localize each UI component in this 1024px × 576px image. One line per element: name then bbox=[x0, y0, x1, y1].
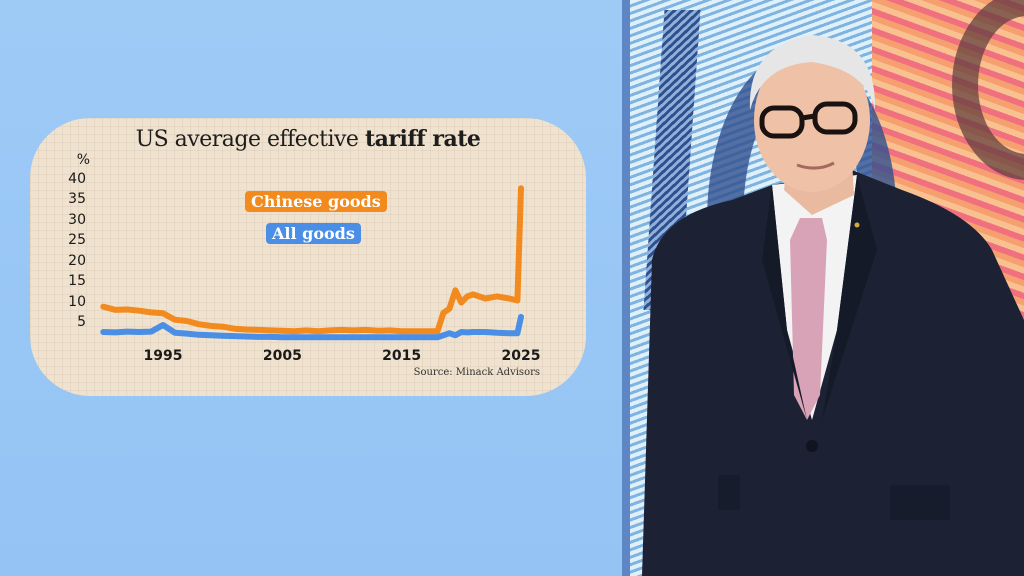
legend-all-goods: All goods bbox=[266, 223, 361, 244]
y-tick-label: 15 bbox=[68, 273, 86, 290]
plot-area bbox=[100, 185, 524, 341]
x-tick-label: 1995 bbox=[143, 348, 183, 364]
x-tick-label: 2025 bbox=[501, 348, 541, 364]
presenter-pocket-left bbox=[718, 475, 740, 510]
y-axis-unit: % bbox=[76, 152, 90, 168]
presenter-lapel-right bbox=[822, 175, 877, 420]
x-tick-label: 2005 bbox=[262, 348, 302, 364]
all-goods-line bbox=[100, 313, 524, 341]
y-tick-label: 35 bbox=[68, 191, 86, 208]
chart-title: US average effective tariff rate bbox=[30, 126, 586, 152]
legend-chinese-goods: Chinese goods bbox=[245, 191, 387, 212]
presenter-lapel-left bbox=[762, 185, 807, 420]
y-tick-label: 20 bbox=[68, 252, 86, 269]
y-tick-label: 10 bbox=[68, 293, 86, 310]
y-tick-label: 25 bbox=[68, 232, 86, 249]
presenter bbox=[642, 35, 1024, 576]
chart-card: US average effective tariff rate % 40 35 3… bbox=[30, 118, 586, 396]
presenter-pocket-right bbox=[890, 485, 950, 520]
source-note: Source: Minack Advisors bbox=[413, 367, 540, 378]
wall-edge bbox=[622, 0, 630, 576]
presenter-hair bbox=[749, 35, 876, 110]
presenter-face bbox=[754, 48, 870, 192]
studio-video-wall bbox=[622, 0, 1024, 576]
y-tick-label: 5 bbox=[77, 314, 86, 330]
chart-title-regular: US average effective bbox=[135, 127, 365, 152]
chinese-goods-line bbox=[100, 185, 524, 335]
presenter-button bbox=[806, 440, 818, 452]
x-tick-label: 2015 bbox=[382, 348, 422, 364]
y-tick-label: 40 bbox=[68, 171, 86, 187]
glasses-icon bbox=[759, 101, 858, 139]
y-tick-label: 30 bbox=[68, 211, 86, 228]
presenter-mouth bbox=[796, 161, 835, 170]
presenter-lapel-pin bbox=[854, 222, 860, 228]
chart-title-bold: tariff rate bbox=[364, 126, 481, 152]
presenter-tie bbox=[790, 218, 827, 420]
graphic-panel: US average effective tariff rate % 40 35 3… bbox=[0, 0, 622, 576]
